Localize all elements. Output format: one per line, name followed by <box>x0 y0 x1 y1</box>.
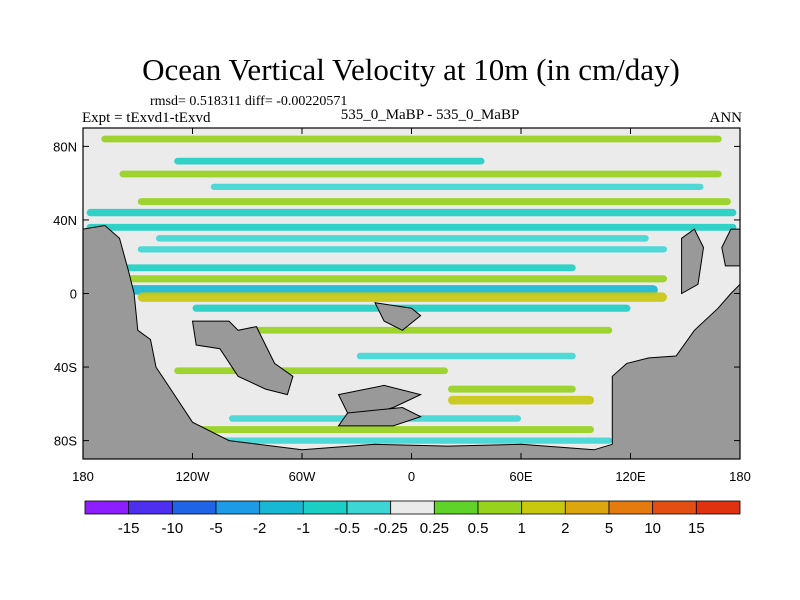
y-tick-label: 40S <box>54 360 77 375</box>
velocity-band <box>156 235 649 242</box>
land-polygon <box>337 406 422 427</box>
velocity-band <box>110 264 576 272</box>
land-mask <box>83 224 740 459</box>
velocity-band <box>86 208 737 217</box>
colorbar-label: 5 <box>605 520 613 537</box>
x-tick-label: 120E <box>615 469 646 484</box>
colorbar-label: 1 <box>517 520 525 537</box>
case-label: 535_0_MaBP - 535_0_MaBP <box>340 107 520 123</box>
x-tick-label: 60W <box>289 469 316 484</box>
colorbar-label: -5 <box>209 520 222 537</box>
colorbar-box <box>390 500 435 515</box>
x-tick-label: 60E <box>509 469 532 484</box>
y-tick-label: 0 <box>70 287 77 302</box>
colorbar-box <box>608 500 654 515</box>
colorbar-label: 2 <box>561 520 569 537</box>
stats-label: rmsd= 0.518311 diff= -0.00220571 <box>150 94 348 109</box>
colorbar-box <box>652 500 697 515</box>
colorbar-label: -0.25 <box>374 520 408 537</box>
colorbar-label: -1 <box>297 520 310 537</box>
land-polygon <box>681 228 705 295</box>
colorbar-box <box>521 500 566 515</box>
velocity-band <box>247 326 613 334</box>
colorbar-label: -0.5 <box>334 520 360 537</box>
velocity-band <box>210 183 704 190</box>
velocity-band <box>119 170 722 178</box>
velocity-band <box>174 367 448 375</box>
colorbar-box <box>346 500 392 515</box>
land-polygon <box>83 224 740 459</box>
colorbar-label: -10 <box>161 520 183 537</box>
velocity-band <box>101 135 722 143</box>
axes: 180 120W 60W 0 60E 120E 180 80N 40N 0 40S 80S <box>53 128 751 484</box>
land-polygon <box>374 302 422 331</box>
velocity-band <box>86 223 737 231</box>
colorbar-label: -2 <box>253 520 266 537</box>
colorbar-box <box>171 500 217 515</box>
velocity-band <box>137 246 667 253</box>
velocity-band <box>137 198 731 205</box>
colorbar-box <box>564 500 610 515</box>
y-tick-label: 40N <box>53 213 77 228</box>
colorbar-box <box>215 500 261 515</box>
x-tick-label: 120W <box>176 469 211 484</box>
y-tick-label: 80N <box>53 139 77 154</box>
colorbar-label: 0.25 <box>420 520 449 537</box>
x-tick-label: 180 <box>729 469 751 484</box>
velocity-band <box>448 395 594 405</box>
velocity-band <box>137 292 667 302</box>
land-polygon <box>721 228 740 267</box>
colorbar-box <box>84 500 130 515</box>
season-label: ANN <box>709 110 743 126</box>
velocity-band <box>356 352 576 360</box>
land-polygon <box>191 320 294 396</box>
colorbar: -15 -10 -5 -2 -1 -0.5 -0.25 0.25 0.5 1 2 5 10 15 <box>84 500 741 537</box>
colorbar-box <box>433 500 479 515</box>
velocity-band <box>156 426 594 433</box>
colorbar-label: 0.5 <box>468 520 489 537</box>
x-tick-label: 0 <box>408 469 415 484</box>
colorbar-box <box>302 500 348 515</box>
colorbar-label: -15 <box>118 520 140 537</box>
velocity-band <box>174 157 485 165</box>
velocity-band <box>210 437 613 444</box>
velocity-field <box>86 135 737 444</box>
experiment-label: Expt = tExvd1-tExvd <box>82 110 211 126</box>
velocity-band <box>128 285 658 295</box>
y-tick-label: 80S <box>54 434 77 449</box>
velocity-band <box>448 385 576 393</box>
colorbar-box <box>477 500 523 515</box>
colorbar-label: 10 <box>644 520 661 537</box>
velocity-band <box>119 275 667 283</box>
colorbar-label: 15 <box>688 520 705 537</box>
chart-title: Ocean Vertical Velocity at 10m (in cm/da… <box>142 52 680 87</box>
colorbar-box <box>695 500 741 515</box>
x-tick-label: 180 <box>72 469 94 484</box>
colorbar-box <box>259 500 304 515</box>
colorbar-box <box>128 500 173 515</box>
